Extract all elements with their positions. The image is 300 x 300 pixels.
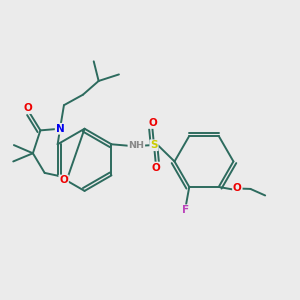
Text: S: S	[150, 140, 158, 150]
Text: N: N	[56, 124, 64, 134]
Text: F: F	[182, 205, 190, 215]
Text: NH: NH	[128, 141, 144, 150]
Text: O: O	[151, 163, 160, 172]
Text: O: O	[24, 103, 33, 113]
Text: O: O	[148, 118, 157, 128]
Text: O: O	[59, 176, 68, 185]
Text: O: O	[233, 183, 242, 193]
